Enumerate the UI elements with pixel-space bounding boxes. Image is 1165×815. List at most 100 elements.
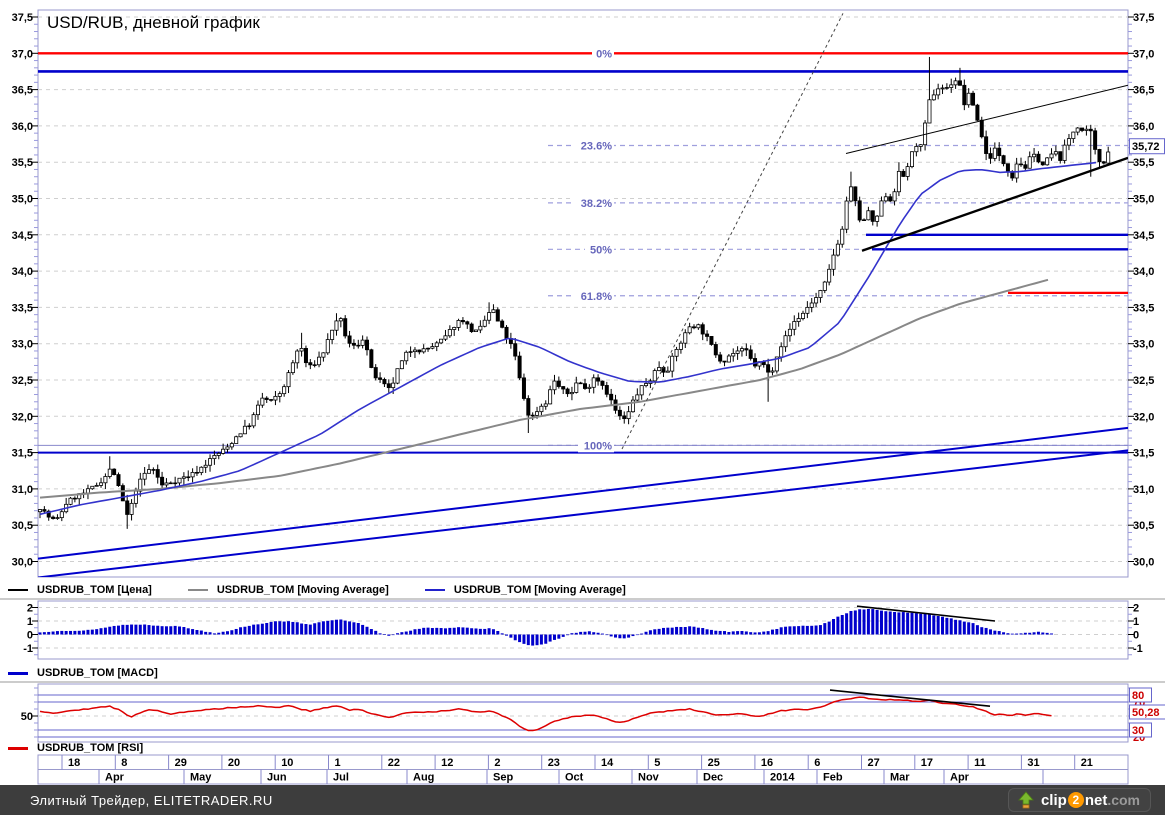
macd-bar <box>609 634 613 637</box>
ma-fast-line <box>39 161 1097 516</box>
candle-body <box>68 497 73 505</box>
y-axis-label-right: 36,5 <box>1133 85 1154 97</box>
macd-bar <box>1041 632 1045 635</box>
macd-bar <box>474 628 478 635</box>
macd-bar <box>605 634 609 636</box>
candle-body <box>225 446 230 450</box>
fib-label-bg <box>571 195 614 210</box>
candle-body <box>766 364 771 373</box>
macd-bar <box>500 633 504 635</box>
macd-bar <box>866 608 870 635</box>
candle-body <box>255 404 260 416</box>
candle-body <box>774 356 779 372</box>
macd-bar <box>404 631 408 635</box>
legend-swatch <box>187 589 208 591</box>
candle-body <box>604 385 609 395</box>
macd-bar <box>683 627 687 635</box>
macd-bar <box>862 609 866 635</box>
macd-bar <box>622 634 626 639</box>
candle-body <box>979 119 984 138</box>
macd-bar <box>99 628 103 635</box>
macd-bar <box>60 630 64 635</box>
candle-body <box>962 84 967 106</box>
y-axis-label-right: 34,5 <box>1133 230 1154 242</box>
candle-body <box>556 380 561 387</box>
candle-body <box>705 333 710 337</box>
macd-bar <box>186 628 190 635</box>
macd-bar <box>705 629 709 635</box>
macd-bar <box>884 611 888 635</box>
candle-body <box>674 348 679 357</box>
macd-bars-layer <box>38 605 1054 646</box>
candle-body <box>133 490 138 504</box>
macd-bar <box>365 626 369 635</box>
y-axis-label-right: 35,5 <box>1133 157 1154 169</box>
date-label: 20 <box>228 757 240 769</box>
candle-body <box>787 328 792 337</box>
macd-bar <box>792 626 796 635</box>
candle-body <box>587 386 592 389</box>
rsi-panel <box>37 683 1129 743</box>
candle-body <box>59 511 64 519</box>
macd-bar <box>984 627 988 635</box>
candle-body <box>247 425 252 428</box>
candle-body <box>1036 153 1041 163</box>
macd-bar <box>38 632 42 635</box>
macd-bar <box>73 630 77 635</box>
candle-body <box>997 147 1002 157</box>
macd-bar <box>130 624 134 635</box>
candle-body <box>208 458 213 466</box>
footer-credit: Элитный Трейдер, ELITETRADER.RU <box>30 792 273 808</box>
macd-bar <box>675 626 679 635</box>
candle-body <box>853 186 858 202</box>
date-label: 14 <box>601 757 614 769</box>
month-label: Nov <box>638 772 660 784</box>
candle-body <box>487 312 492 321</box>
y-axis-label-left: 36,0 <box>12 121 33 133</box>
clip2net-logo[interactable]: clip 2 net .com <box>1007 788 1151 812</box>
macd-bar <box>723 631 727 635</box>
macd-bar <box>243 626 247 635</box>
macd-bar <box>736 631 740 635</box>
candle-body <box>914 146 919 153</box>
candle-body <box>229 443 234 448</box>
macd-bar <box>221 631 225 635</box>
candle-body <box>1040 161 1045 166</box>
macd-bar <box>291 621 295 635</box>
rsi-right-box <box>1129 722 1152 738</box>
candle-body <box>260 397 265 406</box>
candle-body <box>186 476 191 479</box>
macd-bar <box>178 626 182 635</box>
y-axis-label-left: 31,5 <box>12 448 33 460</box>
candle-body <box>644 383 649 387</box>
candle-body <box>212 455 217 460</box>
candle-body <box>700 324 705 335</box>
y-axis-label-right: 31,5 <box>1133 448 1154 460</box>
date-label: 18 <box>68 757 80 769</box>
fib-label: 0% <box>596 48 612 60</box>
candle-body <box>155 469 160 478</box>
macd-bar <box>409 630 413 635</box>
candle-body <box>221 448 226 454</box>
rsi-line <box>39 696 1052 732</box>
logo-text-clip: clip <box>1040 791 1067 809</box>
candle-body <box>988 153 993 159</box>
month-label: Aug <box>413 772 434 784</box>
date-label: 8 <box>121 757 127 769</box>
candle-body <box>1075 127 1080 133</box>
candle-body <box>578 382 583 385</box>
macd-bar <box>151 625 155 635</box>
candle-body <box>683 332 688 344</box>
macd-bar <box>82 630 86 635</box>
macd-bar <box>182 627 186 635</box>
macd-bar <box>592 632 596 635</box>
macd-bar <box>483 628 487 635</box>
legend-swatch <box>8 589 28 591</box>
macd-axis-label-right: 0 <box>1133 630 1139 642</box>
macd-bar <box>1036 631 1040 635</box>
macd-bar <box>282 621 286 635</box>
rsi-right-box-label: 50,28 <box>1132 707 1160 719</box>
macd-bar <box>823 623 827 635</box>
macd-bar <box>208 632 212 635</box>
candles-layer <box>38 56 1111 529</box>
